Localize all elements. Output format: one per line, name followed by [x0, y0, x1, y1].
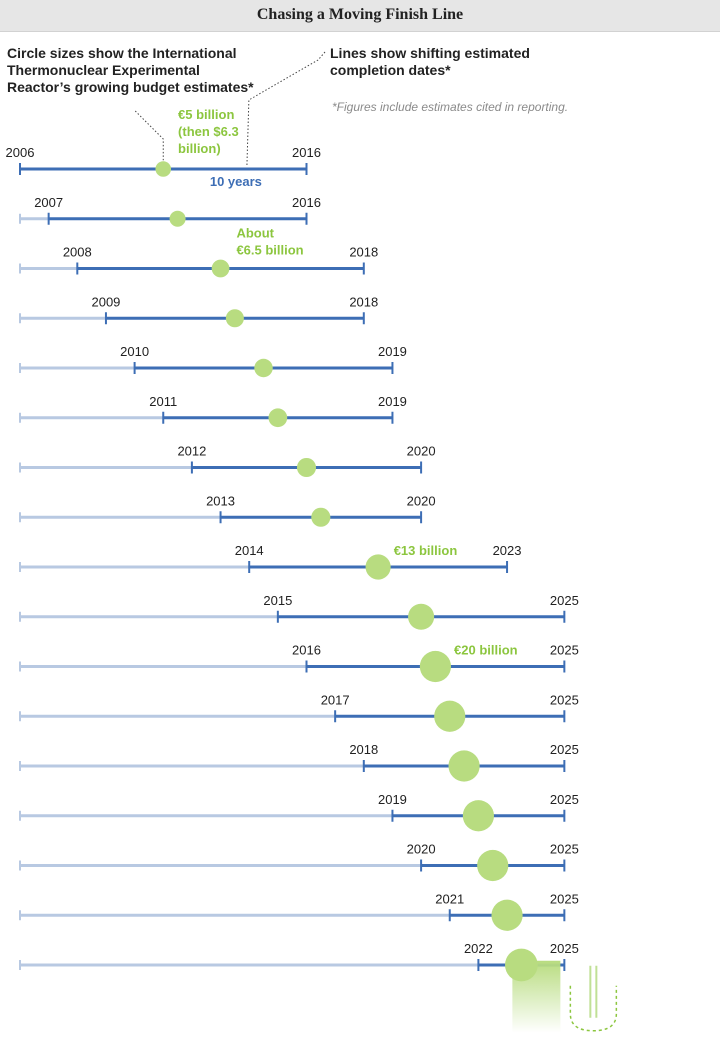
budget-annotation-line: €20 billion — [454, 643, 518, 658]
span-label: 10 years — [210, 174, 262, 189]
completion-year-label: 2016 — [292, 145, 321, 160]
start-year-label: 2017 — [321, 692, 350, 707]
annotation-connectors — [134, 51, 326, 168]
budget-circle — [491, 899, 523, 931]
completion-year-label: 2025 — [550, 742, 579, 757]
start-year-label: 2013 — [206, 493, 235, 508]
start-year-label: 2022 — [464, 941, 493, 956]
timeline-row: 2009 2018 — [19, 294, 378, 328]
timeline-row: 2012 2020 — [19, 444, 436, 478]
start-year-label: 2015 — [263, 593, 292, 608]
budget-annotation-line: €13 billion — [394, 543, 458, 558]
timeline-row: 2018 2025 — [19, 742, 579, 782]
start-year-label: 2011 — [149, 394, 177, 409]
completion-year-label: 2018 — [349, 245, 378, 260]
completion-year-label: 2019 — [378, 344, 407, 359]
continuation-bracket — [569, 985, 618, 1032]
start-year-label: 2021 — [435, 891, 464, 906]
budget-circle — [268, 408, 288, 428]
timeline-row: 2008 2018 — [19, 245, 378, 278]
budget-circle — [155, 161, 172, 177]
budget-annotation: About €6.5 billion — [236, 226, 303, 258]
budget-annotation-line: billion) — [178, 141, 221, 156]
budget-annotation-line: About — [236, 226, 274, 241]
start-year-label: 2009 — [91, 294, 120, 309]
budget-annotation: €13 billion — [394, 543, 458, 558]
timeline-row: 2015 2025 — [19, 593, 579, 630]
timeline-row: 2017 2025 — [19, 692, 579, 732]
timeline-row: 2016 2025 — [19, 643, 579, 683]
line-note: Lines show shifting estimated completion… — [330, 45, 530, 78]
start-year-label: 2008 — [63, 245, 92, 260]
completion-year-label: 2025 — [550, 593, 579, 608]
chart-title: Chasing a Moving Finish Line — [256, 6, 464, 23]
budget-circle — [211, 259, 230, 278]
completion-year-label: 2025 — [550, 643, 579, 658]
circle-note-connector — [134, 110, 164, 161]
completion-year-label: 2019 — [378, 394, 407, 409]
start-year-label: 2010 — [120, 344, 149, 359]
budget-annotation: €20 billion — [454, 643, 518, 658]
budget-circle — [408, 603, 435, 630]
completion-year-label: 2025 — [550, 792, 579, 807]
start-year-label: 2020 — [407, 842, 436, 857]
budget-annotation: €5 billion (then $6.3 billion) — [178, 107, 239, 156]
timeline-row: 2013 2020 — [19, 493, 436, 527]
timeline-row: 2014 2023 — [19, 543, 522, 580]
timeline-row: 2021 2025 — [19, 891, 579, 931]
circle-size-note: Circle sizes show the International Ther… — [7, 45, 254, 95]
budget-circle — [462, 800, 494, 832]
budget-circle — [296, 457, 317, 478]
budget-circle — [254, 358, 273, 378]
budget-circle — [225, 309, 244, 328]
footnote: *Figures include estimates cited in repo… — [332, 100, 569, 114]
budget-circle — [365, 554, 391, 580]
timeline-row: 2011 2019 — [19, 394, 407, 428]
timeline-row: 2007 2016 — [19, 195, 321, 227]
start-year-label: 2007 — [34, 195, 63, 210]
timeline-row: 2006 2016 — [6, 145, 321, 177]
completion-year-label: 2018 — [349, 294, 378, 309]
budget-circle — [311, 507, 331, 527]
timeline-row: 2019 2025 — [19, 792, 579, 832]
budget-circle — [448, 750, 480, 782]
start-year-label: 2014 — [235, 543, 264, 558]
continuation-marker — [589, 965, 598, 1018]
completion-year-label: 2025 — [550, 842, 579, 857]
timeline-row: 2022 2025 — [19, 941, 579, 982]
budget-circle — [434, 700, 466, 732]
start-year-label: 2006 — [6, 145, 35, 160]
continuation-circle-fade — [512, 960, 561, 1033]
start-year-label: 2019 — [378, 792, 407, 807]
budget-circle — [477, 849, 509, 882]
completion-year-label: 2016 — [292, 195, 321, 210]
title-bar: Chasing a Moving Finish Line — [0, 0, 720, 32]
completion-year-label: 2025 — [550, 891, 579, 906]
budget-circle — [419, 650, 452, 683]
budget-annotation-line: €6.5 billion — [236, 243, 303, 258]
completion-year-label: 2023 — [493, 543, 522, 558]
completion-year-label: 2020 — [407, 444, 436, 459]
budget-annotation-line: €5 billion — [178, 107, 234, 122]
budget-circle — [169, 210, 186, 227]
start-year-label: 2016 — [292, 643, 321, 658]
budget-annotation-line: (then $6.3 — [178, 124, 239, 139]
completion-year-label: 2025 — [550, 692, 579, 707]
timeline-row: 2020 2025 — [19, 842, 579, 882]
continuation-row — [20, 960, 618, 1033]
completion-year-label: 2020 — [407, 493, 436, 508]
start-year-label: 2012 — [177, 444, 206, 459]
completion-year-label: 2025 — [550, 941, 579, 956]
timeline-row: 2010 2019 — [19, 344, 407, 378]
start-year-label: 2018 — [349, 742, 378, 757]
